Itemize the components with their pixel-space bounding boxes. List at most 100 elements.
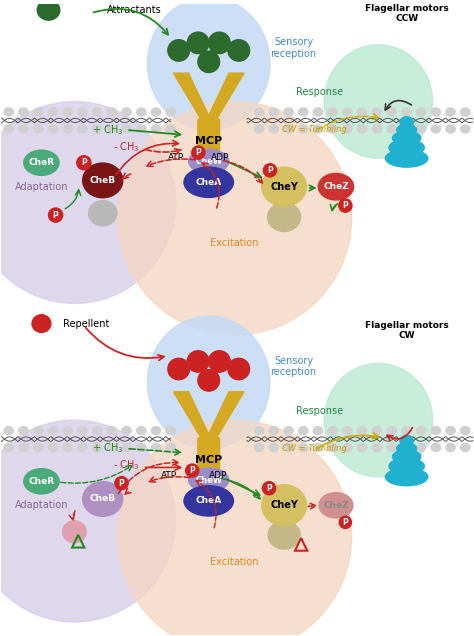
Text: CheY: CheY bbox=[270, 501, 298, 510]
Ellipse shape bbox=[387, 443, 396, 452]
Text: P: P bbox=[53, 211, 58, 219]
Ellipse shape bbox=[48, 427, 58, 434]
Ellipse shape bbox=[228, 358, 250, 380]
Ellipse shape bbox=[446, 108, 455, 116]
Ellipse shape bbox=[397, 443, 417, 454]
Ellipse shape bbox=[269, 108, 279, 116]
Ellipse shape bbox=[284, 427, 293, 434]
Polygon shape bbox=[207, 392, 244, 438]
Ellipse shape bbox=[78, 427, 87, 434]
Ellipse shape bbox=[137, 108, 146, 116]
Ellipse shape bbox=[461, 443, 470, 452]
Text: Flagellar motors
CCW: Flagellar motors CCW bbox=[365, 4, 448, 23]
Ellipse shape bbox=[387, 427, 396, 434]
Ellipse shape bbox=[255, 125, 264, 133]
Ellipse shape bbox=[400, 435, 413, 446]
Ellipse shape bbox=[78, 443, 87, 452]
Ellipse shape bbox=[461, 125, 470, 133]
Circle shape bbox=[118, 420, 352, 636]
Ellipse shape bbox=[34, 125, 43, 133]
Ellipse shape bbox=[357, 108, 367, 116]
Ellipse shape bbox=[107, 108, 117, 116]
Ellipse shape bbox=[37, 0, 60, 20]
Text: Sensory
reception: Sensory reception bbox=[271, 37, 317, 59]
Text: Response: Response bbox=[296, 87, 343, 97]
Text: CW = Tumbling: CW = Tumbling bbox=[283, 444, 347, 453]
Ellipse shape bbox=[324, 45, 433, 158]
Text: CheW: CheW bbox=[195, 476, 222, 485]
Ellipse shape bbox=[416, 427, 426, 434]
Ellipse shape bbox=[228, 39, 250, 61]
Ellipse shape bbox=[328, 443, 337, 452]
Circle shape bbox=[186, 464, 199, 477]
Ellipse shape bbox=[198, 370, 219, 391]
Text: ATP: ATP bbox=[168, 153, 184, 162]
Ellipse shape bbox=[255, 427, 264, 434]
Ellipse shape bbox=[389, 459, 424, 474]
Text: CheW: CheW bbox=[195, 157, 222, 166]
Ellipse shape bbox=[89, 200, 117, 226]
Ellipse shape bbox=[209, 350, 230, 372]
Text: Sensory
reception: Sensory reception bbox=[271, 356, 317, 377]
Ellipse shape bbox=[151, 443, 161, 452]
Ellipse shape bbox=[392, 131, 421, 145]
Ellipse shape bbox=[313, 108, 323, 116]
Ellipse shape bbox=[82, 481, 123, 516]
Ellipse shape bbox=[446, 427, 455, 434]
Ellipse shape bbox=[269, 443, 279, 452]
Circle shape bbox=[115, 476, 128, 490]
Ellipse shape bbox=[168, 358, 190, 380]
Ellipse shape bbox=[461, 427, 470, 434]
Text: CheB: CheB bbox=[90, 494, 116, 504]
Polygon shape bbox=[207, 73, 244, 120]
Ellipse shape bbox=[372, 427, 382, 434]
Ellipse shape bbox=[357, 443, 367, 452]
Ellipse shape bbox=[92, 125, 102, 133]
Ellipse shape bbox=[78, 125, 87, 133]
Ellipse shape bbox=[122, 427, 131, 434]
Ellipse shape bbox=[122, 108, 131, 116]
Ellipse shape bbox=[24, 150, 59, 176]
Polygon shape bbox=[173, 73, 210, 120]
Ellipse shape bbox=[24, 469, 59, 494]
Ellipse shape bbox=[397, 124, 417, 135]
Ellipse shape bbox=[4, 108, 13, 116]
Ellipse shape bbox=[313, 443, 323, 452]
Ellipse shape bbox=[92, 427, 102, 434]
Ellipse shape bbox=[431, 427, 440, 434]
Text: CheZ: CheZ bbox=[323, 501, 349, 510]
Text: MCP: MCP bbox=[195, 136, 222, 146]
Ellipse shape bbox=[187, 32, 209, 53]
Ellipse shape bbox=[82, 163, 123, 198]
Ellipse shape bbox=[343, 108, 352, 116]
Text: CW = Tumbling: CW = Tumbling bbox=[283, 125, 347, 134]
Text: CheA: CheA bbox=[196, 496, 222, 506]
Ellipse shape bbox=[372, 125, 382, 133]
Text: CheY: CheY bbox=[270, 182, 298, 191]
Ellipse shape bbox=[255, 108, 264, 116]
Ellipse shape bbox=[262, 167, 307, 206]
Text: CheB: CheB bbox=[90, 176, 116, 185]
Text: - CH$_3$: - CH$_3$ bbox=[113, 140, 139, 154]
Circle shape bbox=[264, 163, 277, 177]
Circle shape bbox=[339, 516, 352, 529]
Ellipse shape bbox=[166, 125, 175, 133]
Circle shape bbox=[263, 481, 276, 495]
Ellipse shape bbox=[401, 125, 411, 133]
Ellipse shape bbox=[19, 108, 28, 116]
Ellipse shape bbox=[92, 108, 102, 116]
Ellipse shape bbox=[189, 468, 229, 492]
Ellipse shape bbox=[343, 443, 352, 452]
Ellipse shape bbox=[400, 116, 413, 128]
Ellipse shape bbox=[48, 108, 58, 116]
Ellipse shape bbox=[168, 39, 190, 61]
Ellipse shape bbox=[268, 521, 300, 549]
Ellipse shape bbox=[284, 108, 293, 116]
Circle shape bbox=[118, 102, 352, 335]
Ellipse shape bbox=[328, 108, 337, 116]
Ellipse shape bbox=[372, 443, 382, 452]
Ellipse shape bbox=[431, 108, 440, 116]
Ellipse shape bbox=[48, 443, 58, 452]
Text: P: P bbox=[81, 158, 87, 167]
Text: Response: Response bbox=[296, 406, 343, 416]
